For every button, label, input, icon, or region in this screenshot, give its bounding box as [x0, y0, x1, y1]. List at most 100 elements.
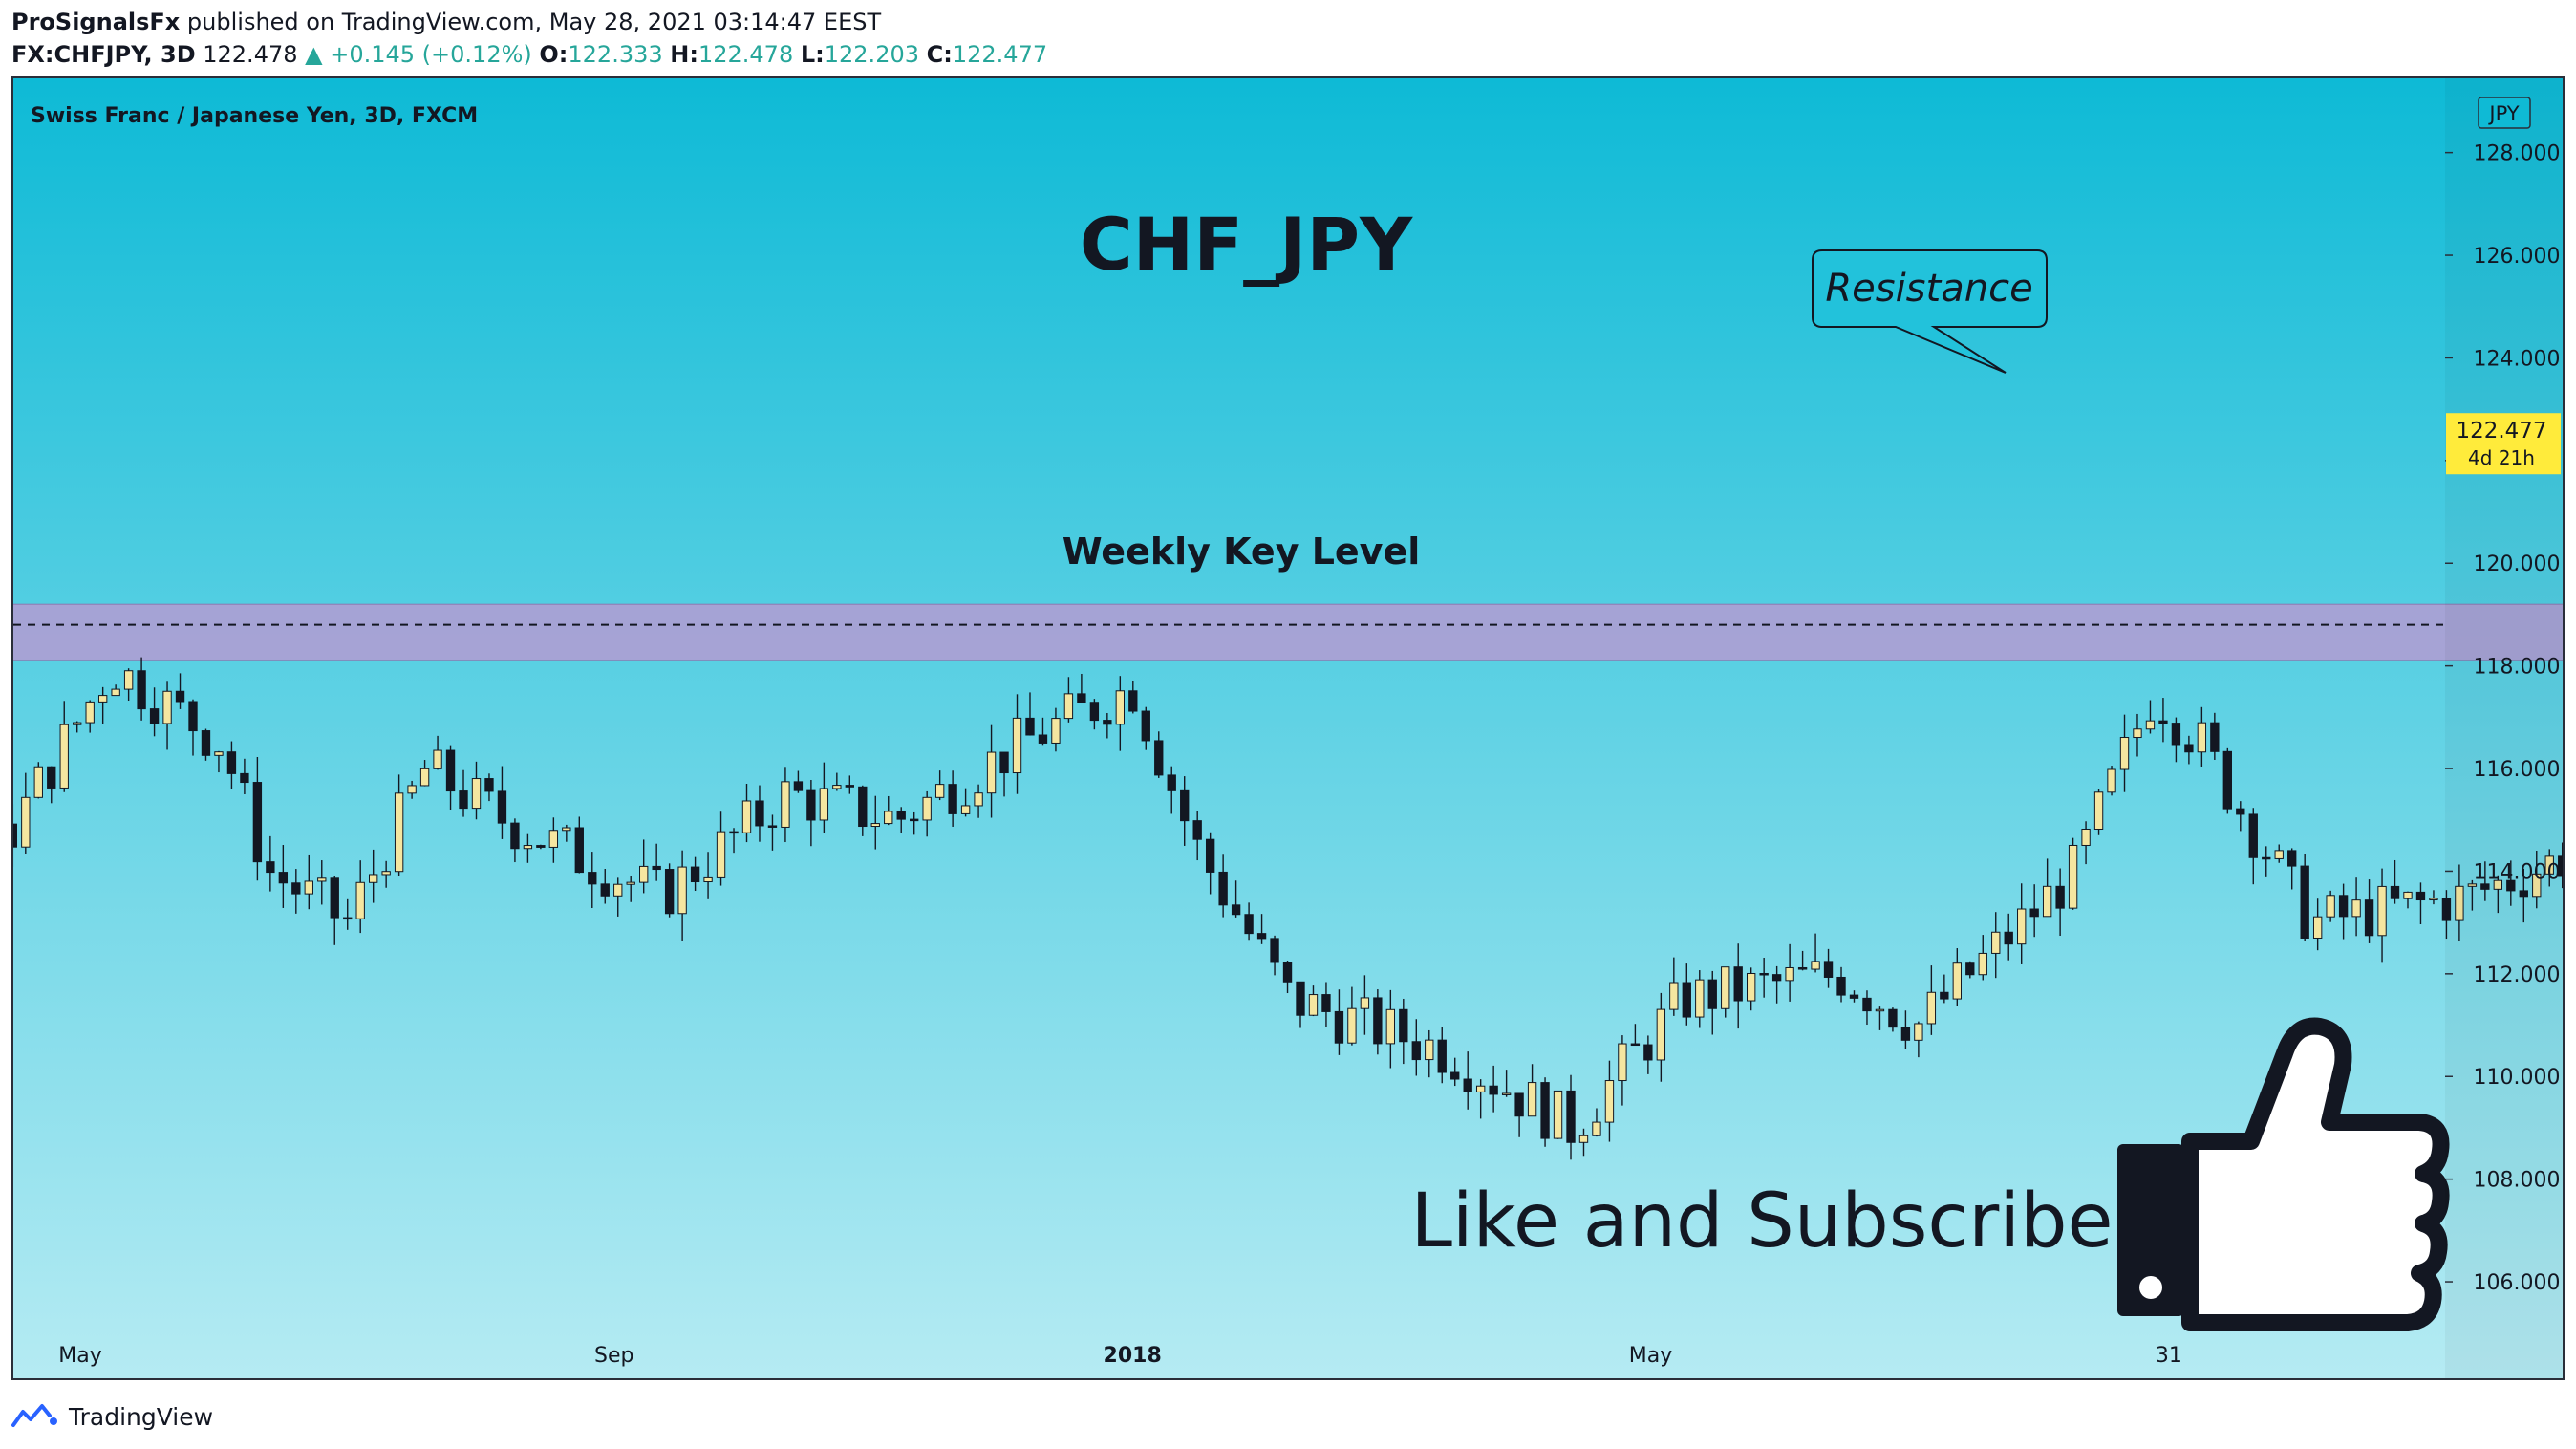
candle: [33, 766, 43, 798]
candle: [2029, 908, 2039, 918]
candle: [1900, 1027, 1911, 1041]
candle: [1475, 1085, 1486, 1092]
candle: [2506, 879, 2516, 892]
candle: [999, 751, 1009, 774]
candle: [2210, 722, 2220, 752]
candle: [1836, 976, 1846, 996]
candle: [2248, 813, 2258, 858]
candle: [47, 766, 56, 789]
candle: [2133, 728, 2142, 739]
candle: [2532, 873, 2542, 898]
candle: [2107, 768, 2116, 793]
time-axis[interactable]: MaySep2018May312019MaySep2020MaySep2021M…: [58, 1344, 2563, 1368]
candle: [1489, 1085, 1498, 1095]
candle: [677, 866, 687, 915]
publisher-name[interactable]: ProSignalsFx: [11, 9, 181, 35]
candle: [368, 874, 378, 883]
candle: [445, 749, 456, 792]
candle: [626, 881, 635, 885]
candle: [1952, 962, 1962, 1000]
candle: [2068, 844, 2078, 909]
candle: [2467, 883, 2478, 887]
candle: [149, 708, 160, 724]
footer-brand[interactable]: TradingView: [69, 1402, 214, 1431]
candle: [1733, 966, 1743, 1002]
candle: [2455, 885, 2464, 921]
time-axis-label: May: [58, 1344, 101, 1368]
candle: [652, 865, 661, 871]
last-price-tag-value: 122.477: [2456, 419, 2546, 443]
candle: [986, 751, 997, 794]
price-axis-label: 108.000: [2474, 1169, 2561, 1193]
candle: [1759, 972, 1769, 976]
candle: [562, 827, 571, 832]
candle: [690, 866, 700, 883]
symbol[interactable]: FX:CHFJPY, 3D: [11, 41, 196, 68]
candle: [2197, 722, 2207, 753]
candle: [459, 790, 468, 810]
candle: [471, 778, 482, 810]
candle: [240, 772, 249, 784]
candle: [317, 877, 327, 882]
candle: [2480, 883, 2490, 890]
candle: [59, 724, 69, 789]
candle: [2558, 855, 2563, 877]
candle: [1244, 914, 1254, 935]
tradingview-logo-icon[interactable]: [11, 1402, 59, 1431]
resistance-callout[interactable]: Resistance: [1812, 249, 2048, 374]
candle: [1501, 1092, 1512, 1095]
chart-frame[interactable]: Swiss Franc / Japanese Yen, 3D, FXCM CHF…: [11, 76, 2565, 1380]
low-label: L:: [800, 41, 825, 68]
candle: [2042, 885, 2052, 918]
candle: [819, 788, 829, 821]
price-chart[interactable]: Swiss Franc / Japanese Yen, 3D, FXCM CHF…: [13, 78, 2563, 1378]
candle: [1450, 1071, 1460, 1080]
candle: [1553, 1090, 1563, 1139]
candle: [1643, 1044, 1653, 1061]
candle: [1682, 982, 1691, 1018]
candle: [1077, 693, 1086, 703]
candle: [2262, 856, 2271, 860]
candle: [1965, 962, 1975, 976]
candle: [162, 690, 172, 724]
candle: [910, 818, 919, 822]
candle: [1785, 966, 1794, 982]
candle: [291, 882, 301, 895]
candle: [2364, 899, 2374, 937]
candle: [1089, 702, 1100, 722]
candle: [2145, 720, 2156, 730]
candle: [832, 785, 842, 789]
candle: [1063, 693, 1074, 720]
candle: [2312, 916, 2323, 939]
candle: [407, 785, 417, 794]
candle: [1308, 994, 1319, 1016]
candle: [1747, 972, 1756, 1002]
candle: [1205, 838, 1215, 873]
candle: [1862, 997, 1872, 1012]
candle: [1270, 938, 1279, 963]
candle: [1811, 961, 1820, 970]
candle: [97, 695, 108, 703]
thumbs-up-icon[interactable]: [2117, 1017, 2450, 1331]
candle: [1540, 1082, 1550, 1139]
candle: [188, 701, 198, 732]
candle: [613, 883, 623, 897]
candle: [922, 796, 932, 821]
candle: [1347, 1007, 1357, 1044]
candle: [1167, 774, 1176, 791]
candle: [870, 823, 880, 828]
candle: [1849, 994, 1859, 999]
time-axis-label: May: [1629, 1344, 1672, 1368]
like-subscribe-text: Like and Subscribe: [1410, 1179, 2113, 1265]
candle: [1926, 991, 1937, 1025]
candle: [1296, 981, 1305, 1016]
currency-label: JPY: [2487, 102, 2519, 125]
candle: [2415, 891, 2426, 901]
candle: [781, 781, 790, 828]
candle: [767, 825, 778, 828]
instrument-name: Swiss Franc / Japanese Yen, 3D, FXCM: [31, 104, 478, 128]
candle: [330, 877, 339, 919]
candle: [355, 881, 365, 919]
candle: [2403, 891, 2413, 899]
currency-tag[interactable]: JPY: [2478, 97, 2531, 129]
